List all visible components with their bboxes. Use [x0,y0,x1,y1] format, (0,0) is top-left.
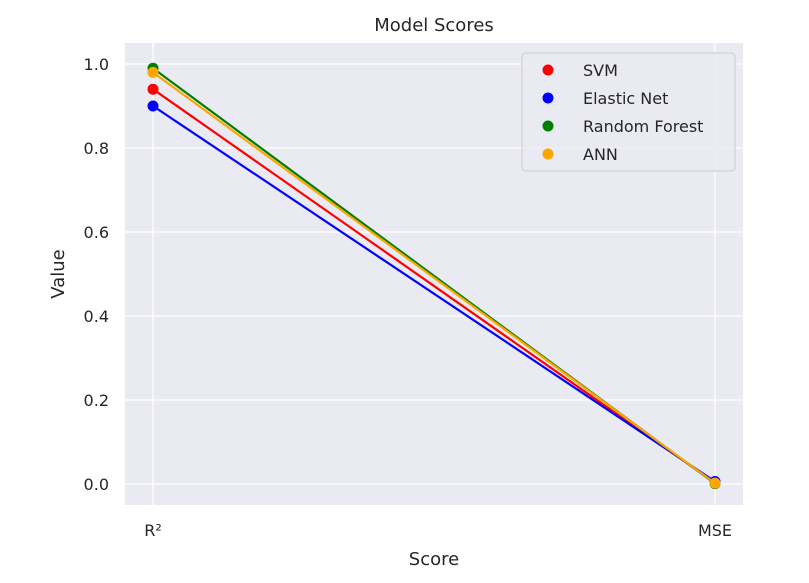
legend-label: Random Forest [583,117,703,136]
y-tick-label: 0.8 [84,139,109,158]
x-tick-label: R² [144,521,162,540]
legend-label: Elastic Net [583,89,668,108]
series-line [152,71,716,485]
legend-label: ANN [583,145,618,164]
legend-item: Elastic Net [542,89,668,108]
series-line [152,88,716,484]
data-point [147,66,159,78]
legend-marker [542,148,554,160]
tick-labels: 0.0 0.2 0.4 0.6 0.8 1.0 R² MSE [84,55,732,540]
y-axis-label: Value [48,249,69,298]
x-tick-label: MSE [698,521,732,540]
legend-item: ANN [542,145,618,164]
legend-item: SVM [542,61,618,80]
chart-title: Model Scores [374,15,494,36]
legend-marker [542,64,554,76]
legend: SVM Elastic Net Random Forest ANN [521,52,736,172]
legend-marker [542,120,554,132]
series-line [152,105,716,483]
y-tick-label: 0.6 [84,223,109,242]
y-tick-label: 1.0 [84,55,109,74]
legend-marker [542,92,554,104]
y-tick-label: 0.0 [84,475,109,494]
series-ann [147,66,721,489]
series-layer [147,62,721,490]
y-tick-label: 0.2 [84,391,109,410]
x-axis-label: Score [409,549,459,570]
data-point [147,83,159,95]
data-point [709,477,721,489]
legend-item: Random Forest [542,117,703,136]
legend-box [521,52,736,172]
legend-label: SVM [583,61,618,80]
data-point [147,100,159,112]
y-tick-label: 0.4 [84,307,109,326]
